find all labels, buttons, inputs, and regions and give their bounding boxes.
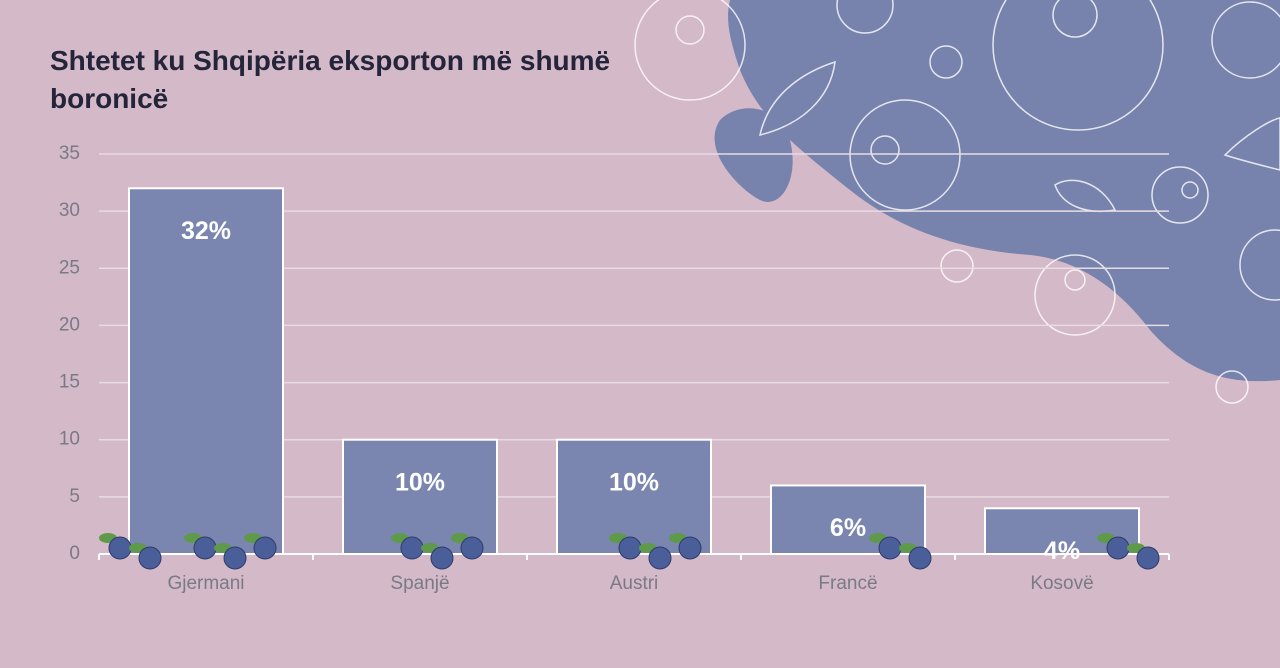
y-tick-label: 25 [59, 257, 80, 278]
berry [678, 536, 702, 560]
bar [342, 438, 498, 556]
y-tick-label: 15 [59, 372, 80, 393]
berry [138, 546, 162, 570]
berry [1106, 536, 1130, 560]
berry-decoration [99, 533, 162, 570]
x-tick-label: Spanjë [390, 573, 449, 594]
x-tick-label: Austri [610, 573, 659, 594]
berry-decoration [1097, 533, 1160, 570]
berry-decoration [609, 533, 702, 570]
bar [128, 187, 284, 556]
value-label: 4% [1044, 537, 1080, 565]
y-tick-label: 35 [59, 143, 80, 164]
berry [618, 536, 642, 560]
berry [648, 546, 672, 570]
x-tick-label: Gjermani [167, 573, 244, 594]
x-tick-label: Kosovë [1030, 573, 1093, 594]
berry [108, 536, 132, 560]
berry-decoration [869, 533, 932, 570]
y-tick-label: 5 [69, 486, 80, 507]
berry [193, 536, 217, 560]
berry [430, 546, 454, 570]
berry-decoration [184, 533, 277, 570]
berry [1136, 546, 1160, 570]
x-tick-label: Francë [818, 573, 877, 594]
value-label: 10% [395, 468, 445, 496]
berry [908, 546, 932, 570]
berry [223, 546, 247, 570]
y-tick-label: 30 [59, 200, 80, 221]
y-tick-label: 20 [59, 314, 80, 335]
value-label: 32% [181, 217, 231, 245]
berry [253, 536, 277, 560]
y-tick-label: 0 [69, 543, 80, 564]
bar [556, 438, 712, 556]
berry-decoration [391, 533, 484, 570]
decoration [634, 0, 1280, 404]
berry [878, 536, 902, 560]
berry [400, 536, 424, 560]
y-tick-label: 10 [59, 429, 80, 450]
value-label: 10% [609, 468, 659, 496]
chart-title: Shtetet ku Shqipëria eksporton më shumë … [50, 45, 611, 114]
value-label: 6% [830, 514, 866, 542]
berry [460, 536, 484, 560]
